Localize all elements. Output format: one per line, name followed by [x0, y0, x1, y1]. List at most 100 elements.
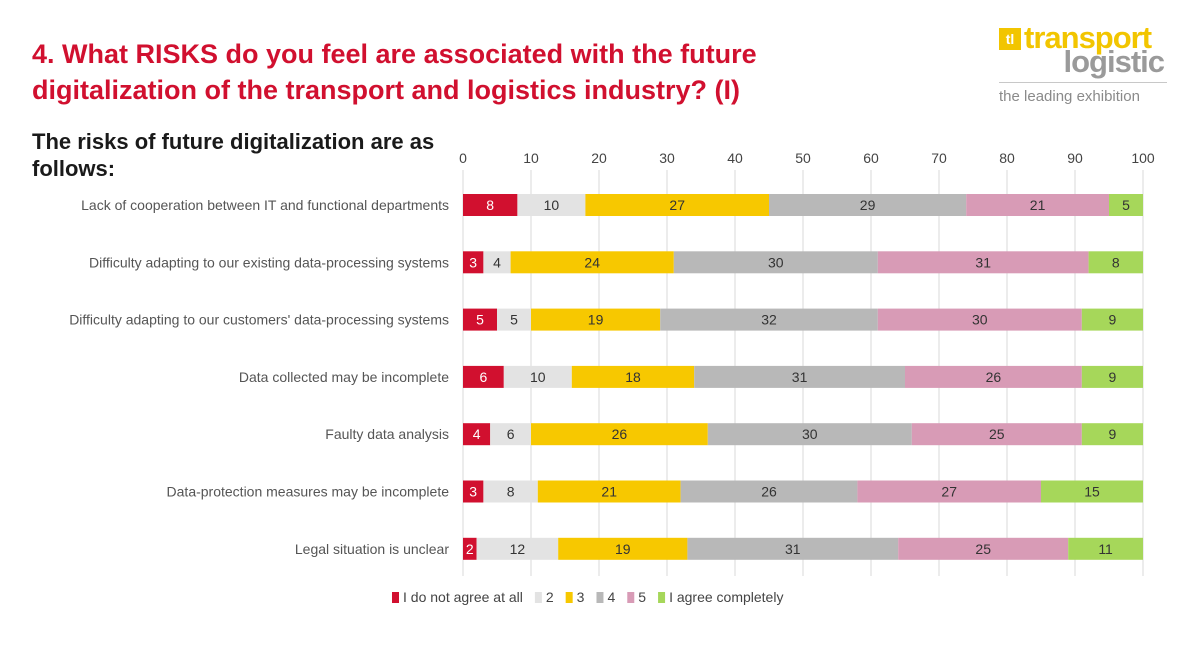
bar-value-label: 9: [1109, 312, 1117, 328]
bar-segment: [503, 365, 572, 388]
page-title: 4. What RISKS do you feel are associated…: [32, 36, 932, 108]
x-tick-label: 40: [727, 150, 743, 166]
bar-segment: [463, 365, 504, 388]
bar-value-label: 6: [480, 369, 488, 385]
bar-segment: [463, 308, 497, 331]
x-axis-ticks: 0 10 20 30 40 50 60 70 80 90 100: [459, 150, 1155, 166]
bar-segment: [558, 537, 688, 560]
bar-segment: [1068, 537, 1143, 560]
logo-mark: tl: [999, 28, 1021, 50]
bar-segment: [483, 480, 538, 503]
bar-value-label: 24: [584, 254, 600, 270]
x-tick-label: 10: [523, 150, 539, 166]
bar-value-label: 19: [615, 541, 631, 557]
bar-value-label: 18: [625, 369, 641, 385]
category-labels: Lack of cooperation between IT and funct…: [69, 197, 449, 557]
legend-swatch: [596, 592, 604, 603]
bar-segment: [1088, 251, 1143, 274]
bar-value-label: 2: [466, 541, 474, 557]
legend-label: 4: [607, 589, 615, 605]
bar-value-label: 11: [1098, 541, 1113, 557]
bar-value-label: 31: [975, 254, 991, 270]
bar-value-label: 30: [802, 426, 818, 442]
bar-value-label: 5: [476, 312, 484, 328]
legend-swatch: [658, 592, 666, 603]
bar-value-label: 27: [669, 197, 685, 213]
bar-value-label: 5: [510, 312, 518, 328]
x-tick-label: 60: [863, 150, 879, 166]
legend-label: 5: [638, 589, 646, 605]
bar-segment: [531, 423, 708, 446]
bar-value-label: 8: [1112, 254, 1120, 270]
bars: 8 10 27 29 21 53 4 24 30 31 85 5 19 32 30 96 10 18 31 26 94 6…: [463, 194, 1143, 560]
bar-segment: [490, 423, 531, 446]
bar-segment: [769, 194, 967, 216]
x-tick-label: 50: [795, 150, 811, 166]
bar-value-label: 5: [1122, 197, 1130, 213]
bar-segment: [673, 251, 878, 274]
title-line-1: 4. What RISKS do you feel are associated…: [32, 39, 757, 69]
category-label: Difficulty adapting to our customers' da…: [69, 312, 449, 328]
bar-segment: [680, 480, 858, 503]
bar-value-label: 4: [473, 426, 481, 442]
logo-divider: [999, 82, 1167, 83]
logo-word-logistic: logistic: [1063, 44, 1165, 79]
legend-swatch: [392, 592, 399, 603]
bar-value-label: 10: [530, 369, 546, 385]
bar-value-label: 8: [486, 197, 494, 213]
bar-segment: [585, 194, 769, 216]
bar-value-label: 10: [544, 197, 560, 213]
title-line-2: digitalization of the transport and logi…: [32, 75, 741, 105]
legend-swatch: [534, 592, 542, 603]
bar-value-label: 31: [792, 369, 808, 385]
bar-segment: [905, 365, 1082, 388]
bar-segment: [877, 308, 1082, 331]
bar-segment: [857, 480, 1041, 503]
legend: I do not agree at all 2 3 4 5 I agree complet…: [392, 589, 783, 605]
bar-segment: [694, 365, 905, 388]
logo-word-transport: transport: [1024, 20, 1152, 55]
legend-label: I do not agree at all: [403, 589, 523, 605]
brand-logo: tl transport logistic the leading exhibi…: [990, 20, 1170, 112]
bar-value-label: 25: [975, 541, 991, 557]
logo-tagline: the leading exhibition: [999, 88, 1140, 105]
bar-value-label: 3: [469, 254, 477, 270]
category-label: Data-protection measures may be incomple…: [167, 484, 450, 500]
bar-segment: [571, 365, 695, 388]
bar-value-label: 26: [986, 369, 1002, 385]
bar-segment: [537, 480, 681, 503]
bar-segment: [517, 194, 586, 216]
bar-value-label: 4: [493, 254, 501, 270]
bar-value-label: 21: [601, 484, 617, 500]
bar-segment: [497, 308, 531, 331]
x-tick-label: 90: [1067, 150, 1083, 166]
x-tick-label: 70: [931, 150, 947, 166]
bar-segment: [1081, 365, 1143, 388]
bar-value-label: 19: [588, 312, 604, 328]
x-tick-label: 100: [1131, 150, 1155, 166]
bar-value-label: 30: [768, 254, 784, 270]
bar-segment: [1041, 480, 1143, 503]
bar-segment: [1081, 308, 1143, 331]
bar-value-label: 32: [761, 312, 777, 328]
bar-segment: [531, 308, 661, 331]
bar-value-label: 26: [612, 426, 628, 442]
bar-value-label: 6: [507, 426, 515, 442]
bar-value-label: 29: [860, 197, 876, 213]
bar-value-label: 30: [972, 312, 988, 328]
bar-segment: [966, 194, 1109, 216]
legend-label: 2: [546, 589, 554, 605]
bar-segment: [1109, 194, 1143, 216]
bar-segment: [687, 537, 899, 560]
bar-value-label: 3: [469, 484, 477, 500]
chart-subtitle: The risks of future digitalization are a…: [32, 129, 435, 181]
bar-segment: [1081, 423, 1143, 446]
bar-value-label: 9: [1109, 426, 1117, 442]
bar-segment: [911, 423, 1082, 446]
bar-segment: [660, 308, 878, 331]
bar-value-label: 15: [1084, 484, 1100, 500]
bar-segment: [483, 251, 511, 274]
bar-segment: [463, 423, 491, 446]
bar-segment: [463, 194, 518, 216]
